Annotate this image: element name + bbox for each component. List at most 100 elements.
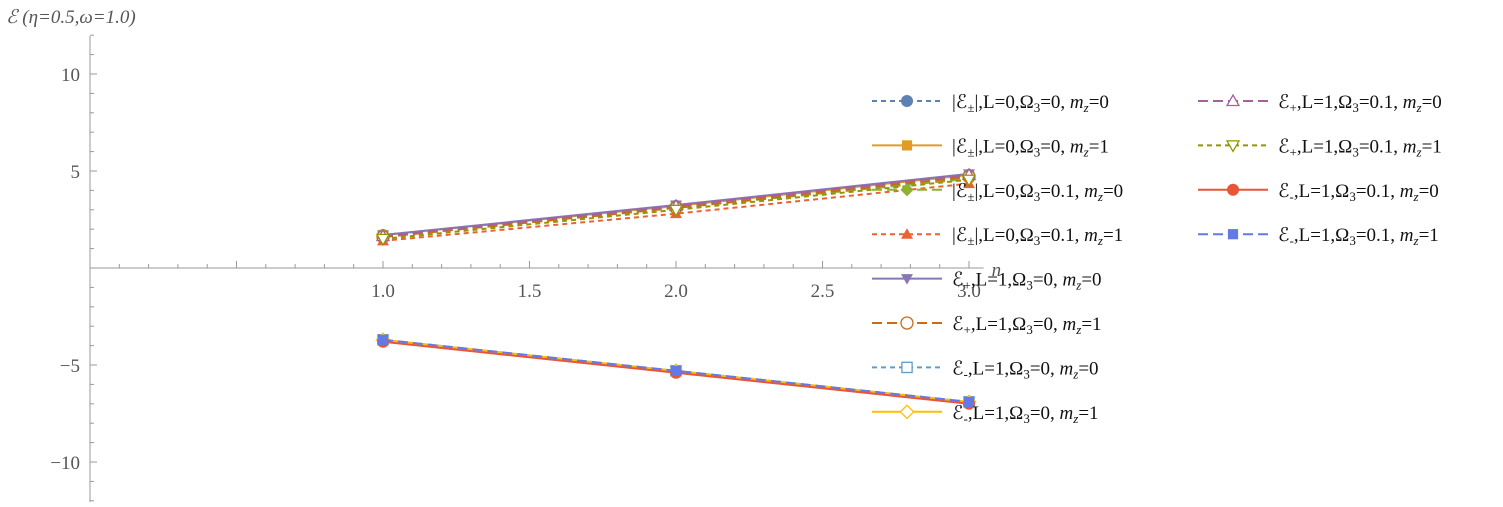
legend-label-part: =1	[1419, 225, 1439, 246]
legend-swatch-marker	[901, 140, 913, 151]
legend-label-part: |,L=0,Ω	[974, 136, 1033, 157]
legend-label-part: =1	[1078, 403, 1098, 424]
data-point	[377, 334, 389, 345]
legend: |ℰ±|,L=0,Ω3=0, mz=0|ℰ±|,L=0,Ω3=0, mz=1|ℰ…	[872, 92, 1442, 426]
legend-label-part: |,L=0,Ω	[974, 92, 1033, 113]
plot-area: −10 −5 5 10 1.0 1.5 2.0 2.5 3.0 ℰ (η=0.5,ω=1.0) n	[6, 7, 1001, 502]
legend-label-part: m	[1084, 181, 1098, 202]
legend-label-part: =0.1,	[1040, 225, 1084, 246]
legend-label: |ℰ±|,L=0,Ω3=0.1, mz=1	[952, 225, 1123, 248]
y-tick-label: 10	[61, 65, 80, 86]
legend-label-part: z	[1416, 144, 1422, 159]
legend-label-part: 3	[1034, 233, 1041, 248]
legend-label: |ℰ±|,L=0,Ω3=0, mz=1	[952, 136, 1109, 159]
y-tick-label: 5	[71, 162, 81, 183]
legend-swatch-marker	[900, 316, 914, 330]
legend-label-part: =0	[1419, 181, 1439, 202]
legend-label-part: z	[1413, 233, 1419, 248]
series-10	[375, 174, 977, 247]
legend-label-part: m	[1060, 403, 1074, 424]
legend-label-part: z	[1413, 189, 1419, 204]
legend-entry: |ℰ±|,L=0,Ω3=0, mz=0	[872, 92, 1109, 115]
legend-swatch-marker	[901, 228, 913, 239]
legend-label-part: =0.1,	[1359, 92, 1403, 113]
legend-label-part: ℰ	[1278, 136, 1290, 157]
legend-label-part: 3	[1349, 189, 1356, 204]
legend-label-part: 3	[1034, 189, 1041, 204]
legend-label-part: ,L=1,Ω	[968, 358, 1023, 379]
legend-label-part: =0.1,	[1359, 136, 1403, 157]
legend-label-part: =0,	[1030, 403, 1060, 424]
legend-label-part: 3	[1023, 411, 1030, 426]
data-point	[961, 174, 977, 188]
legend-entry: ℰ+,L=1,Ω3=0, mz=1	[872, 314, 1102, 337]
legend-label-part: ℰ	[952, 358, 964, 379]
data-point	[963, 396, 975, 407]
legend-label-part: 3	[1023, 366, 1030, 381]
legend-entry: ℰ-,L=1,Ω3=0.1, mz=0	[1198, 181, 1439, 204]
legend-label-part: +	[1290, 100, 1297, 115]
legend-label-part: ±	[967, 233, 974, 248]
legend-label: |ℰ±|,L=0,Ω3=0.1, mz=0	[952, 181, 1123, 204]
legend-label-part: 3	[1352, 100, 1359, 115]
legend-label-part: z	[1416, 100, 1422, 115]
legend-swatch-marker	[901, 361, 913, 374]
data-point	[670, 365, 682, 376]
legend-label-part: |ℰ	[952, 225, 967, 246]
x-tick-label: 3.0	[957, 281, 981, 302]
legend-label: ℰ-,L=1,Ω3=0.1, mz=1	[1278, 225, 1439, 248]
legend-label: ℰ+,L=1,Ω3=0, mz=0	[952, 270, 1102, 293]
legend-label: ℰ+,L=1,Ω3=0.1, mz=0	[1278, 92, 1442, 115]
legend-label-part: +	[964, 278, 971, 293]
legend-entry: |ℰ±|,L=0,Ω3=0.1, mz=0	[872, 181, 1123, 204]
legend-label: ℰ-,L=1,Ω3=0.1, mz=0	[1278, 181, 1439, 204]
legend-label-part: ,L=1,Ω	[1294, 225, 1349, 246]
legend-label-part: m	[1070, 92, 1084, 113]
legend-label-part: ,L=1,Ω	[971, 314, 1026, 335]
legend-label-part: =0.1,	[1356, 181, 1400, 202]
data-point	[668, 204, 684, 218]
legend-swatch-marker	[901, 95, 913, 107]
legend-label-part: ,L=1,Ω	[1294, 181, 1349, 202]
series-12	[377, 334, 975, 407]
legend-label-part: z	[1097, 189, 1103, 204]
legend-label-part: |,L=0,Ω	[974, 225, 1033, 246]
legend-label-part: -	[964, 411, 968, 426]
legend-label-part: =0,	[1040, 92, 1070, 113]
legend-label-part: ±	[967, 144, 974, 159]
legend-label-part: =0	[1081, 270, 1101, 291]
legend-label-part: 3	[1026, 278, 1033, 293]
x-axis-title: n	[992, 260, 1002, 281]
legend-label-part: =0	[1089, 92, 1109, 113]
y-tick-label: −10	[50, 453, 80, 474]
legend-label: ℰ-,L=1,Ω3=0, mz=0	[952, 358, 1099, 381]
legend-label-part: ,L=1,Ω	[968, 403, 1023, 424]
legend-swatch-marker	[899, 404, 915, 420]
legend-label: |ℰ±|,L=0,Ω3=0, mz=0	[952, 92, 1109, 115]
legend-label-part: =0,	[1033, 270, 1063, 291]
legend-label-part: =1	[1103, 225, 1123, 246]
legend-label-part: |ℰ	[952, 181, 967, 202]
y-tick-label: −5	[60, 356, 80, 377]
legend-label-part: ,L=1,Ω	[1297, 136, 1352, 157]
legend-label-part: m	[1063, 314, 1077, 335]
legend-label-part: =0	[1078, 358, 1098, 379]
legend-label-part: |ℰ	[952, 92, 967, 113]
legend-entry: ℰ+,L=1,Ω3=0.1, mz=0	[1198, 92, 1442, 115]
legend-label-part: =0,	[1040, 136, 1070, 157]
legend-entry: ℰ-,L=1,Ω3=0, mz=0	[872, 358, 1099, 381]
legend-label-part: =0	[1422, 92, 1442, 113]
legend-entry: ℰ-,L=1,Ω3=0, mz=1	[872, 403, 1099, 426]
legend-swatch-marker	[1225, 93, 1241, 107]
legend-swatch-marker	[1225, 140, 1241, 153]
legend-label-part: m	[1400, 181, 1414, 202]
legend-label-part: m	[1070, 136, 1084, 157]
legend-label-part: =0	[1103, 181, 1123, 202]
x-tick-label: 2.5	[811, 281, 835, 302]
legend-label-part: 3	[1034, 144, 1041, 159]
legend-swatch-marker	[901, 274, 913, 285]
legend-label: ℰ+,L=1,Ω3=0, mz=1	[952, 314, 1102, 337]
legend-label-part: ℰ	[1278, 181, 1290, 202]
legend-label-part: z	[1097, 233, 1103, 248]
